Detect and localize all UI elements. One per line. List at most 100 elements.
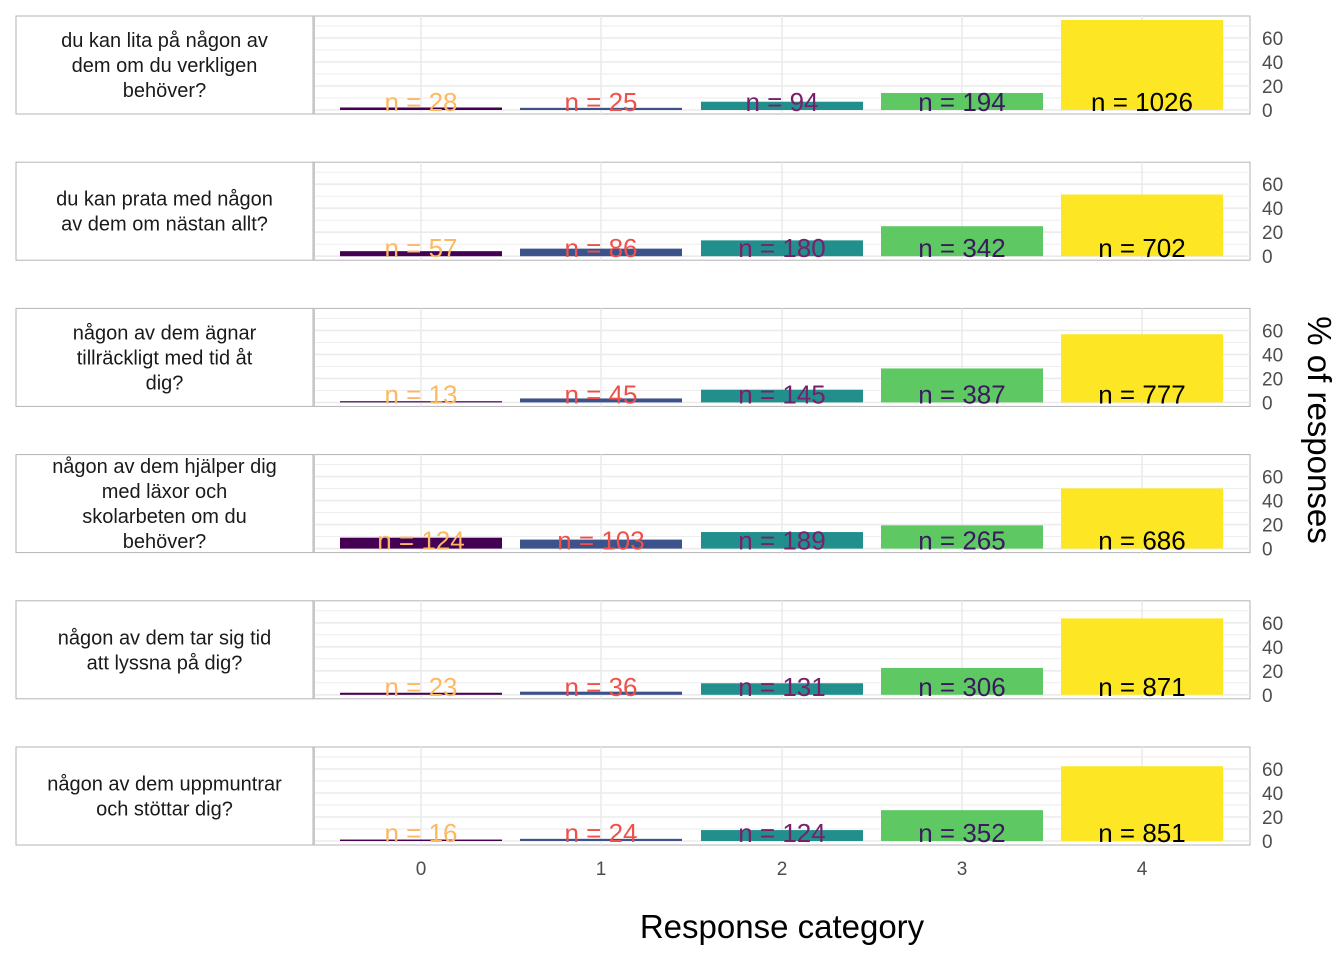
chart-panels: du kan lita på någon av dem om du verklig… — [15, 15, 1283, 853]
facet-strip-label-line: du kan prata med någon — [56, 189, 273, 211]
facet-panel-1: du kan prata med någon av dem om nästan a… — [15, 161, 1283, 268]
n-label: n = 16 — [384, 818, 457, 848]
x-tick-label: 4 — [1137, 859, 1148, 880]
bar — [1061, 766, 1223, 841]
y-tick-label: 0 — [1262, 393, 1273, 414]
x-axis-title: Response category — [640, 908, 925, 945]
facet-strip-label-line: att lyssna på dig? — [87, 652, 243, 674]
n-label: n = 306 — [918, 672, 1005, 702]
facet-strip-label-line: behöver? — [123, 80, 206, 102]
facet-strip-label-line: dig? — [146, 372, 184, 394]
bar — [701, 683, 863, 695]
y-tick-label: 60 — [1262, 29, 1283, 50]
n-label: n = 24 — [564, 818, 637, 848]
y-tick-label: 20 — [1262, 223, 1283, 244]
n-label: n = 124 — [377, 526, 464, 556]
n-label: n = 145 — [738, 379, 825, 409]
facet-strip — [15, 746, 314, 846]
facet-strip-label-line: med läxor och — [102, 481, 228, 503]
n-label: n = 28 — [384, 87, 457, 117]
y-tick-label: 20 — [1262, 808, 1283, 829]
facet-strip-label-line: och stöttar dig? — [96, 799, 233, 821]
y-tick-label: 0 — [1262, 101, 1273, 122]
n-label: n = 686 — [1098, 526, 1185, 556]
bar — [520, 539, 682, 549]
facet-strip-label-line: skolarbeten om du — [82, 506, 247, 528]
y-tick-label: 40 — [1262, 638, 1283, 659]
bar — [881, 525, 1043, 549]
x-tick-label: 3 — [957, 859, 968, 880]
facet-panel-0: du kan lita på någon av dem om du verklig… — [15, 15, 1283, 122]
bar — [701, 389, 863, 403]
facet-strip — [15, 307, 314, 407]
bar — [881, 368, 1043, 403]
n-label: n = 851 — [1098, 818, 1185, 848]
bar — [881, 92, 1043, 110]
y-tick-label: 40 — [1262, 492, 1283, 513]
bar — [701, 240, 863, 257]
bar — [881, 810, 1043, 841]
n-label: n = 265 — [918, 526, 1005, 556]
y-tick-label: 40 — [1262, 784, 1283, 805]
bar — [881, 226, 1043, 257]
n-label: n = 57 — [384, 233, 457, 263]
n-label: n = 94 — [745, 87, 818, 117]
y-tick-label: 20 — [1262, 662, 1283, 683]
n-label: n = 1026 — [1091, 87, 1193, 117]
bar — [1061, 334, 1223, 403]
facet-panel-2: någon av dem ägnar tillräckligt med tid å… — [15, 307, 1283, 414]
y-tick-label: 40 — [1262, 345, 1283, 366]
y-tick-label: 0 — [1262, 832, 1273, 853]
n-label: n = 352 — [918, 818, 1005, 848]
facet-strip — [15, 600, 314, 700]
bar — [340, 107, 502, 110]
bar — [881, 667, 1043, 695]
bar — [340, 692, 502, 695]
bar — [1061, 194, 1223, 257]
y-tick-label: 40 — [1262, 53, 1283, 74]
x-tick-label: 1 — [596, 859, 607, 880]
bar — [701, 830, 863, 841]
n-label: n = 342 — [918, 233, 1005, 263]
n-label: n = 124 — [738, 818, 825, 848]
facet-strip — [15, 15, 314, 115]
n-label: n = 871 — [1098, 672, 1185, 702]
y-tick-label: 0 — [1262, 686, 1273, 707]
facet-strip-label-line: någon av dem uppmuntrar — [47, 774, 282, 796]
facet-panel-4: någon av dem tar sig tid att lyssna på di… — [15, 600, 1283, 707]
bar — [1061, 618, 1223, 695]
y-axis-title: % of responses — [1301, 316, 1338, 543]
y-tick-label: 60 — [1262, 468, 1283, 489]
bar — [340, 839, 502, 841]
bar — [520, 248, 682, 257]
bar — [520, 838, 682, 841]
facet-strip — [15, 454, 314, 554]
n-label: n = 777 — [1098, 379, 1185, 409]
facet-strip-label-line: någon av dem hjälper dig — [52, 456, 277, 478]
n-label: n = 194 — [918, 87, 1005, 117]
y-tick-label: 60 — [1262, 760, 1283, 781]
y-tick-label: 0 — [1262, 247, 1273, 268]
n-label: n = 103 — [557, 526, 644, 556]
y-tick-label: 60 — [1262, 614, 1283, 635]
facet-strip-label-line: tillräckligt med tid åt — [77, 347, 253, 369]
n-label: n = 36 — [564, 672, 637, 702]
n-label: n = 131 — [738, 672, 825, 702]
facet-strip-label-line: någon av dem ägnar — [73, 322, 257, 344]
y-tick-label: 40 — [1262, 199, 1283, 220]
facet-strip-label-line: du kan lita på någon av — [61, 30, 268, 52]
n-label: n = 25 — [564, 87, 637, 117]
facet-strip-label-line: behöver? — [123, 531, 206, 553]
n-label: n = 189 — [738, 526, 825, 556]
bar — [1061, 20, 1223, 110]
y-tick-label: 0 — [1262, 540, 1273, 561]
bar — [340, 251, 502, 257]
y-tick-label: 20 — [1262, 77, 1283, 98]
facet-strip-label-line: av dem om nästan allt? — [61, 214, 268, 236]
n-label: n = 13 — [384, 379, 457, 409]
bar — [1061, 488, 1223, 549]
facet-panel-5: någon av dem uppmuntrar och stöttar dig? n… — [15, 746, 1283, 853]
facet-panel-3: någon av dem hjälper dig med läxor och sko… — [15, 454, 1283, 561]
bar — [701, 101, 863, 110]
